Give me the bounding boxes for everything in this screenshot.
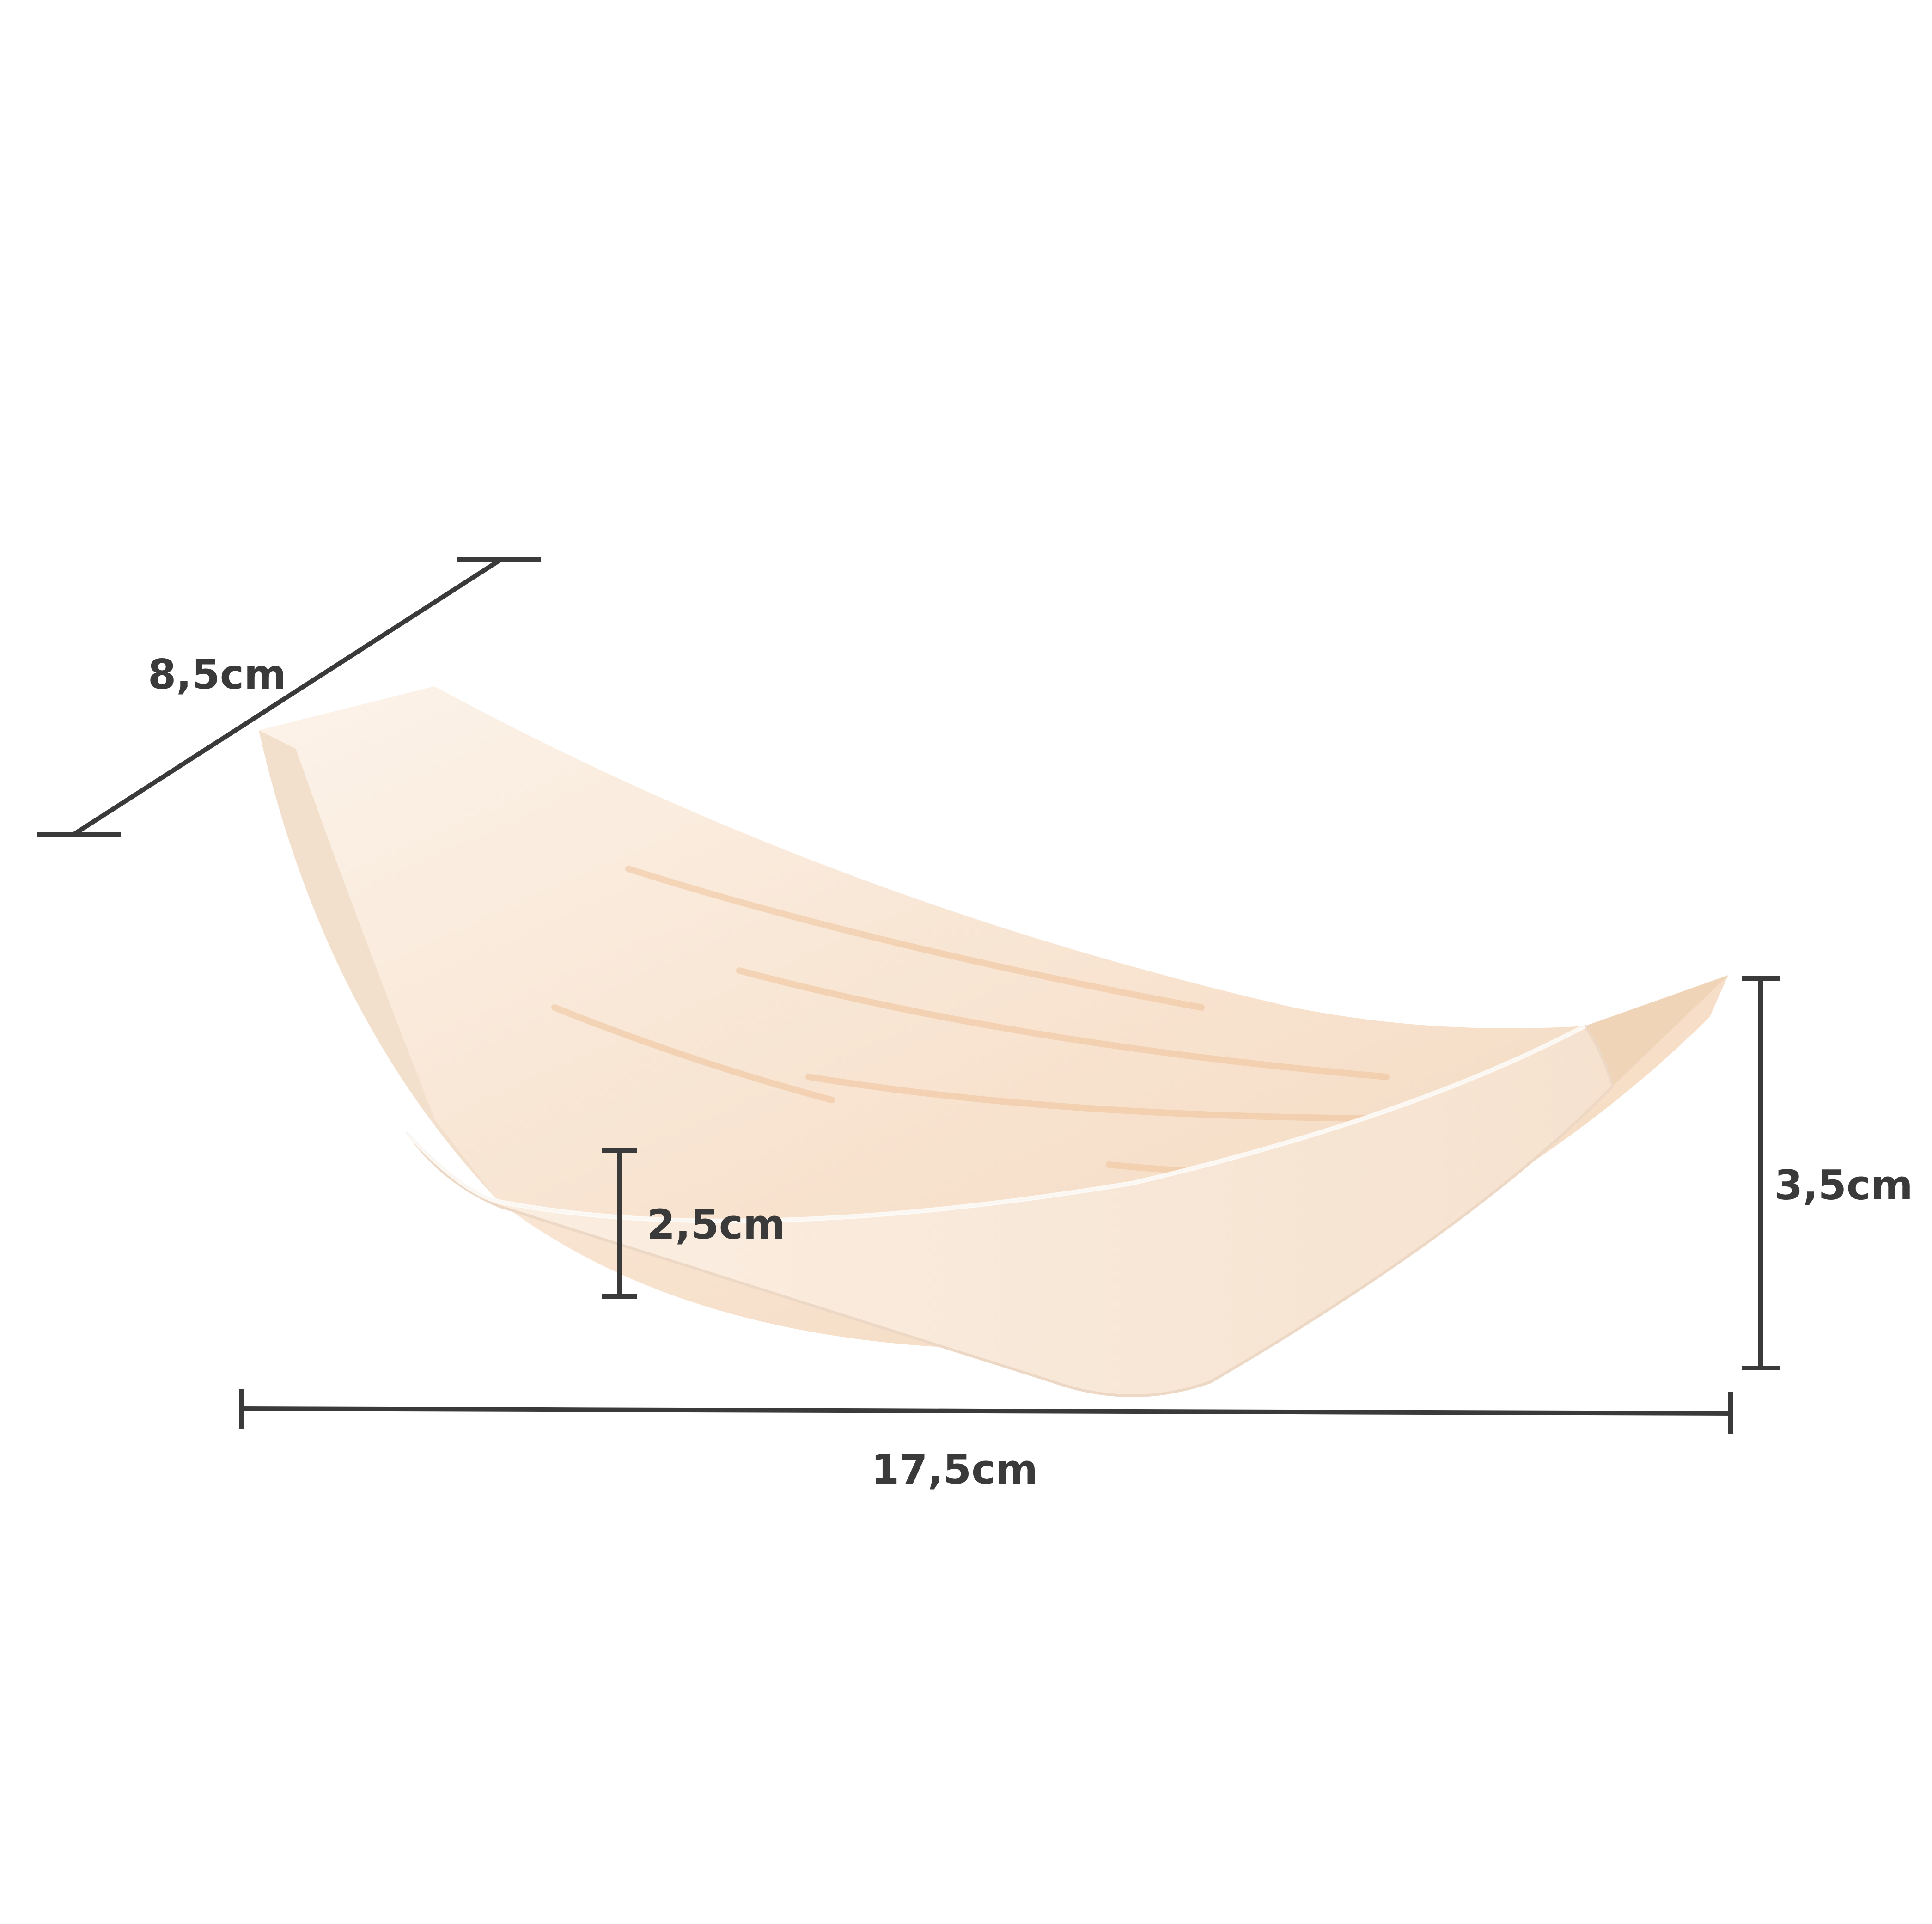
width-label: 8,5cm xyxy=(148,651,286,698)
length-dimension xyxy=(241,1389,1731,1434)
length-label: 17,5cm xyxy=(871,1446,1038,1493)
height-label: 3,5cm xyxy=(1774,1161,1913,1209)
inner-depth-label: 2,5cm xyxy=(647,1201,786,1248)
wooden-boat-tray xyxy=(259,686,1728,1396)
length-line xyxy=(241,1409,1731,1413)
